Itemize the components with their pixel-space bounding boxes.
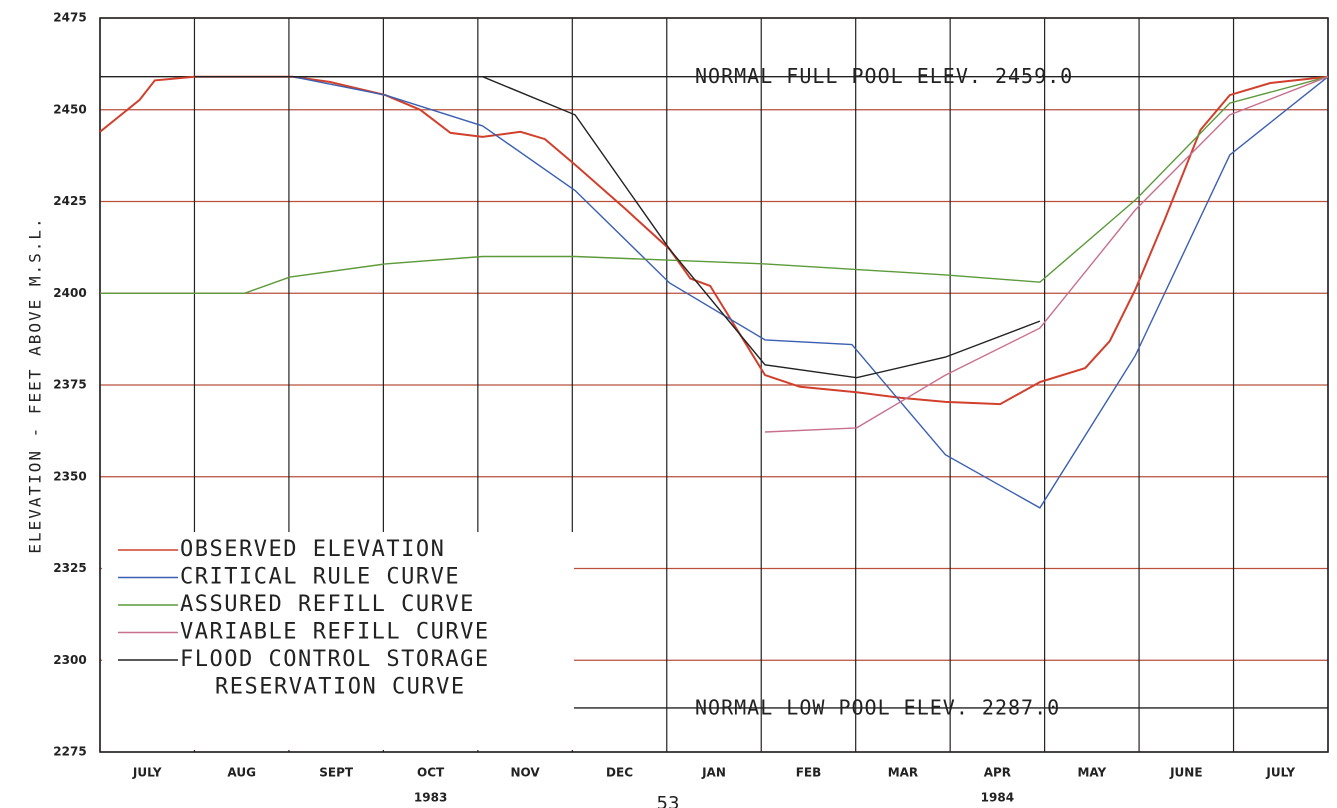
legend-label: ASSURED REFILL CURVE xyxy=(180,592,475,617)
x-tick-label: JULY xyxy=(132,766,162,780)
y-tick-label: 2450 xyxy=(53,102,86,116)
series-line xyxy=(99,75,1329,406)
y-tick-label: 2475 xyxy=(53,11,86,25)
series-line xyxy=(100,76,1329,294)
year-label: 1984 xyxy=(981,791,1014,805)
plot-frame xyxy=(99,17,1329,753)
x-tick-label: MAY xyxy=(1077,766,1106,780)
series-layer xyxy=(99,75,1329,509)
legend-label: CRITICAL RULE CURVE xyxy=(180,565,460,590)
series-line xyxy=(194,76,1329,509)
x-tick-label: JULY xyxy=(1265,766,1295,780)
legend-box xyxy=(102,532,574,750)
series-line xyxy=(764,76,1329,433)
y-axis-title: ELEVATION - FEET ABOVE M.S.L. xyxy=(26,216,45,553)
legend: OBSERVED ELEVATION CRITICAL RULE CURVEASS… xyxy=(118,537,490,700)
y-tick-label: 2350 xyxy=(53,469,86,483)
y-tick-label: 2325 xyxy=(53,561,86,575)
reference-label: NORMAL FULL POOL ELEV. 2459.0 xyxy=(695,64,1073,88)
legend-label: VARIABLE REFILL CURVE xyxy=(180,620,490,645)
x-tick-label: JUNE xyxy=(1169,766,1202,780)
x-tick-label: SEPT xyxy=(319,766,354,780)
x-tick-label: DEC xyxy=(606,766,633,780)
x-tick-label: NOV xyxy=(510,766,540,780)
labels: 2275 2300 2325 2350 2375 2400 2425 2450 2475 JULY… xyxy=(53,11,1295,808)
legend-label: OBSERVED ELEVATION xyxy=(180,537,445,562)
x-tick-label: OCT xyxy=(417,766,445,780)
y-tick-label: 2275 xyxy=(53,745,86,759)
series-line xyxy=(194,76,1041,379)
year-label: 1983 xyxy=(414,791,447,805)
x-tick-label: JAN xyxy=(701,766,726,780)
y-tick-label: 2300 xyxy=(53,653,86,667)
y-tick-label: 2375 xyxy=(53,378,86,392)
reference-label: NORMAL LOW POOL ELEV. 2287.0 xyxy=(695,695,1060,719)
y-tick-label: 2425 xyxy=(53,194,86,208)
x-tick-label: MAR xyxy=(888,766,918,780)
x-tick-label: AUG xyxy=(227,766,256,780)
x-tick-label: APR xyxy=(984,766,1011,780)
legend-label: FLOOD CONTROL STORAGE RESERVATION CURVE xyxy=(180,647,490,700)
x-tick-label: FEB xyxy=(796,766,822,780)
page-number: 53 xyxy=(657,793,680,808)
y-tick-label: 2400 xyxy=(53,286,86,300)
